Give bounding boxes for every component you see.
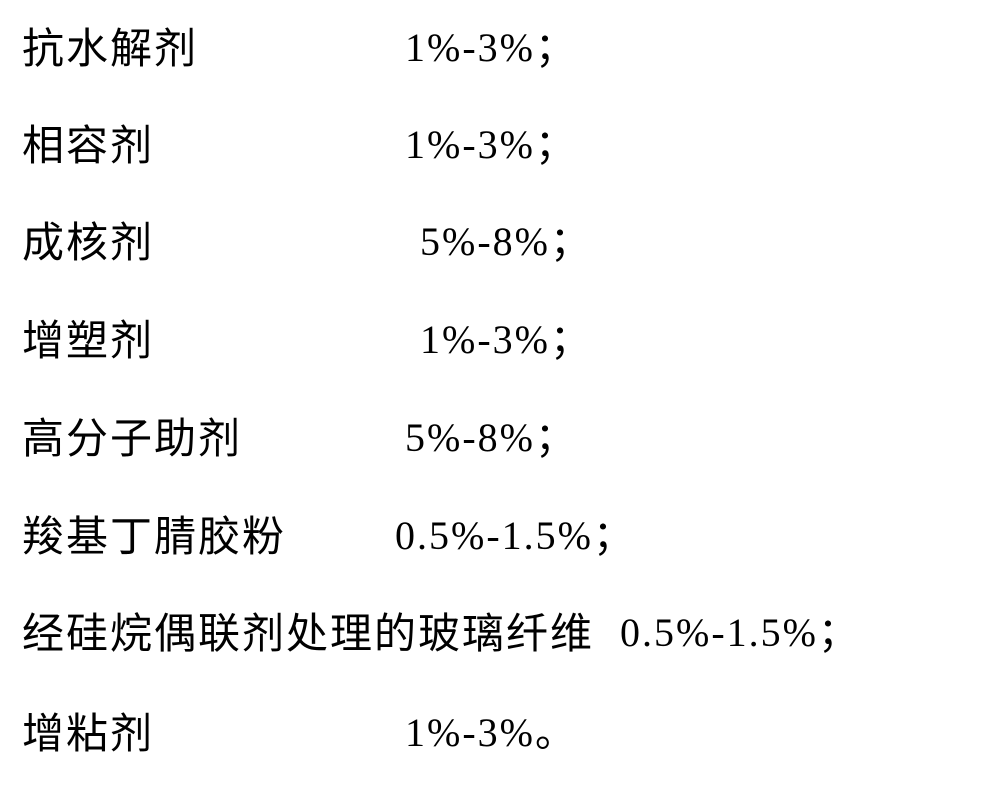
ingredient-value: 1%-3%。 bbox=[405, 700, 577, 758]
ingredient-label: 相容剂 bbox=[22, 112, 154, 173]
ingredient-label: 经硅烷偶联剂处理的玻璃纤维 bbox=[22, 600, 594, 661]
ingredient-label: 增塑剂 bbox=[22, 307, 154, 368]
ingredient-value: 1%-3%； bbox=[420, 307, 592, 365]
document-container: 抗水解剂 1%-3%； 相容剂 1%-3%； 成核剂 5%-8%； 增塑剂 1%… bbox=[0, 0, 1000, 804]
ingredient-label: 羧基丁腈胶粉 bbox=[22, 503, 286, 564]
ingredient-label: 高分子助剂 bbox=[22, 405, 242, 466]
ingredient-value: 0.5%-1.5%； bbox=[620, 600, 860, 658]
ingredient-value: 5%-8%； bbox=[420, 209, 592, 267]
ingredient-value: 1%-3%； bbox=[405, 112, 577, 170]
ingredient-label: 成核剂 bbox=[22, 209, 154, 270]
ingredient-value: 0.5%-1.5%； bbox=[395, 503, 635, 561]
ingredient-value: 5%-8%； bbox=[405, 405, 577, 463]
ingredient-value: 1%-3%； bbox=[405, 15, 577, 73]
ingredient-label: 增粘剂 bbox=[22, 700, 154, 761]
ingredient-label: 抗水解剂 bbox=[22, 15, 198, 76]
